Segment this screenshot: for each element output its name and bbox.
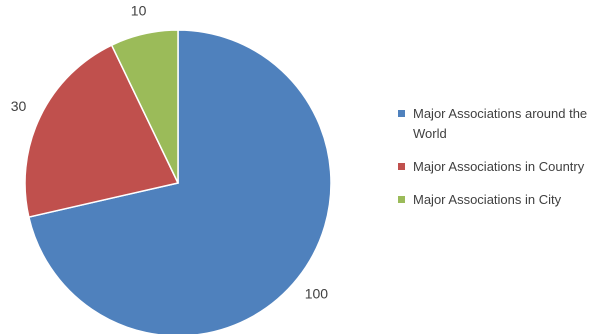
legend-label-city: Major Associations in City — [413, 192, 562, 207]
pie-slice-world — [27, 29, 332, 334]
pie-slice-country — [24, 44, 180, 218]
legend-swatch-country — [398, 163, 405, 170]
legend-swatch-city — [398, 196, 405, 203]
legend-item-world: Major Associations around the World — [398, 104, 603, 144]
legend-item-city: Major Associations in City — [398, 190, 603, 210]
pie-slice-city — [110, 29, 179, 184]
chart-legend: Major Associations around the World Majo… — [398, 104, 603, 223]
legend-swatch-world — [398, 110, 405, 117]
legend-label-country: Major Associations in Country — [413, 159, 585, 174]
data-label-world: 100 — [305, 285, 329, 301]
legend-label-world: Major Associations around the World — [413, 106, 588, 141]
pie-slices — [24, 29, 332, 334]
pie-data-labels: 100 30 10 — [11, 2, 329, 301]
data-label-country: 30 — [11, 98, 27, 114]
legend-item-country: Major Associations in Country — [398, 157, 603, 177]
data-label-city: 10 — [131, 2, 147, 18]
